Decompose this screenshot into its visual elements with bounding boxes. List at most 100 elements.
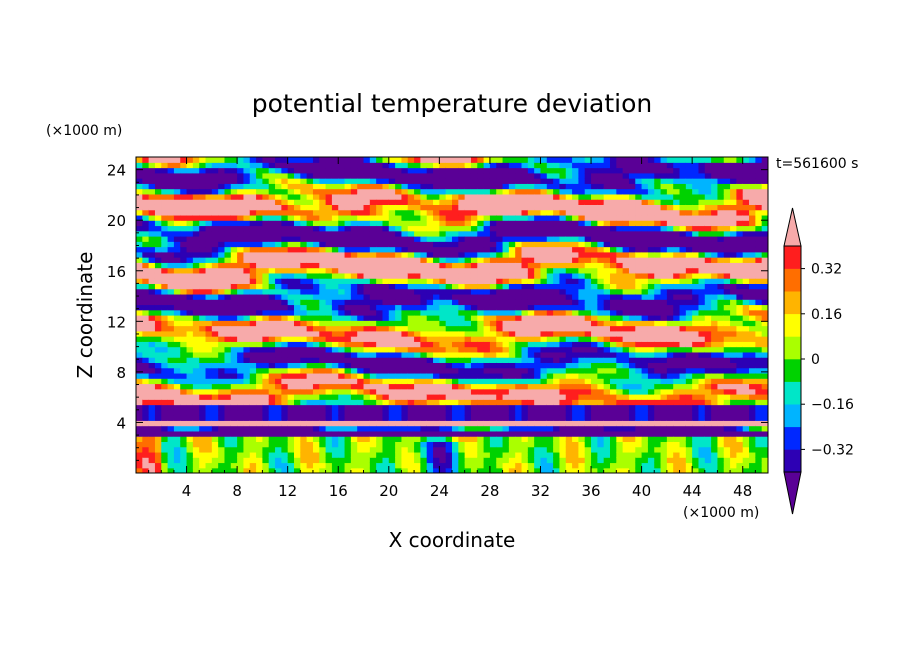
field-cell: [603, 467, 611, 473]
field-cell: [597, 372, 605, 379]
field-cell: [281, 336, 289, 342]
field-cell: [376, 178, 384, 184]
field-cell: [540, 293, 548, 300]
field-cell: [502, 299, 510, 306]
field-cell: [477, 309, 485, 316]
field-cell: [610, 467, 617, 473]
field-cell: [591, 272, 598, 279]
field-cell: [338, 172, 346, 179]
field-cell: [426, 246, 434, 253]
field-cell: [363, 288, 371, 295]
field-cell: [338, 451, 346, 458]
field-cell: [572, 251, 579, 258]
field-cell: [401, 404, 409, 411]
field-cell: [477, 446, 485, 453]
field-cell: [401, 257, 409, 263]
field-cell: [534, 457, 542, 464]
field-cell: [287, 441, 295, 448]
field-cell: [433, 204, 440, 211]
field-cell: [477, 193, 485, 200]
field-cell: [534, 230, 542, 237]
field-cell: [445, 278, 453, 284]
field-cell: [483, 209, 491, 216]
field-cell: [401, 172, 409, 179]
field-cell: [312, 388, 320, 395]
field-cell: [294, 441, 301, 448]
field-cell: [331, 172, 339, 179]
field-cell: [249, 288, 257, 295]
field-cell: [641, 330, 649, 337]
field-cell: [603, 167, 611, 174]
field-cell: [641, 430, 649, 437]
field-cell: [180, 346, 188, 353]
field-cell: [420, 383, 428, 390]
field-cell: [224, 188, 232, 195]
field-cell: [426, 257, 434, 263]
field-cell: [142, 441, 150, 448]
field-cell: [433, 399, 440, 406]
field-cell: [142, 451, 150, 458]
field-cell: [154, 425, 162, 432]
field-cell: [452, 462, 459, 469]
field-cell: [281, 188, 289, 195]
field-cell: [249, 372, 257, 379]
field-cell: [287, 436, 295, 442]
field-cell: [654, 362, 662, 369]
field-cell: [243, 167, 251, 174]
field-cell: [363, 278, 371, 284]
field-cell: [312, 378, 320, 385]
field-cell: [199, 283, 207, 290]
field-cell: [407, 220, 415, 227]
field-cell: [161, 372, 169, 379]
field-cell: [458, 367, 466, 374]
field-cell: [382, 183, 390, 190]
field-cell: [483, 220, 491, 227]
field-cell: [218, 183, 226, 190]
field-cell: [635, 241, 643, 248]
field-cell: [559, 420, 567, 427]
field-cell: [294, 394, 301, 400]
field-cell: [546, 467, 554, 473]
field-cell: [654, 457, 662, 464]
field-cell: [445, 262, 453, 269]
field-cell: [173, 457, 181, 464]
field-cell: [300, 204, 308, 211]
field-cell: [281, 383, 289, 390]
field-cell: [534, 220, 542, 227]
field-cell: [515, 357, 523, 363]
field-cell: [483, 451, 491, 458]
field-cell: [515, 188, 523, 195]
field-cell: [622, 441, 630, 448]
field-cell: [521, 188, 529, 195]
field-cell: [275, 209, 282, 216]
field-cell: [647, 351, 655, 358]
field-cell: [401, 336, 409, 342]
field-cell: [262, 446, 270, 453]
field-cell: [331, 378, 339, 385]
field-cell: [312, 467, 320, 473]
field-cell: [287, 267, 295, 274]
field-cell: [218, 420, 226, 427]
field-cell: [452, 262, 459, 269]
field-cell: [414, 336, 421, 342]
field-cell: [237, 320, 245, 327]
field-cell: [433, 357, 440, 363]
field-cell: [319, 451, 327, 458]
field-cell: [388, 241, 396, 248]
field-cell: [464, 430, 472, 437]
field-cell: [256, 436, 263, 442]
field-cell: [591, 430, 598, 437]
field-cell: [376, 157, 384, 163]
field-cell: [426, 315, 434, 321]
field-cell: [546, 315, 554, 321]
field-cell: [268, 341, 276, 348]
field-cell: [464, 362, 472, 369]
field-cell: [496, 257, 504, 263]
field-cell: [230, 178, 238, 184]
field-cell: [294, 367, 301, 374]
field-cell: [502, 441, 510, 448]
field-cell: [489, 362, 497, 369]
field-cell: [572, 157, 579, 163]
field-cell: [616, 241, 624, 248]
field-cell: [218, 251, 226, 258]
